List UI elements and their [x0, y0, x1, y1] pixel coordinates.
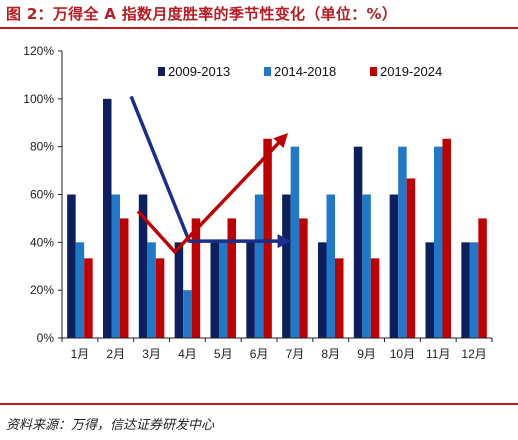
x-tick-label: 9月 [357, 347, 376, 361]
x-tick-label: 7月 [286, 347, 305, 361]
legend-label-2014-2018: 2014-2018 [274, 64, 336, 79]
bar-2019-2024-9月 [370, 258, 380, 338]
x-tick-label: 2月 [106, 347, 125, 361]
bar-2009-2013-4月 [174, 242, 184, 338]
figure-title: 图 2：万得全 A 指数月度胜率的季节性变化（单位：%） [6, 5, 398, 23]
bar-2019-2024-7月 [299, 218, 308, 338]
source-note: 资料来源：万得，信达证券研发中心 [6, 418, 215, 433]
legend-label-2009-2013: 2009-2013 [168, 64, 230, 79]
x-tick-label: 5月 [214, 347, 233, 361]
bar-2014-2018-4月 [183, 290, 192, 338]
legend-swatch-2019-2024 [370, 67, 377, 76]
bar-2009-2013-12月 [461, 242, 470, 338]
bar-2014-2018-8月 [326, 194, 335, 338]
bar-2019-2024-10月 [406, 178, 416, 338]
y-tick-label: 40% [30, 235, 54, 249]
y-tick-label: 0% [37, 331, 55, 345]
bar-2019-2024-2月 [120, 218, 129, 338]
bar-2009-2013-6月 [246, 242, 255, 338]
x-tick-label: 4月 [178, 347, 197, 361]
x-tick-label: 11月 [426, 347, 450, 361]
bar-2014-2018-2月 [111, 194, 120, 338]
bar-2014-2018-6月 [254, 194, 264, 338]
x-tick-label: 1月 [71, 347, 90, 361]
bar-2009-2013-3月 [138, 194, 148, 338]
trend-arrow-1 [129, 95, 292, 249]
bar-2009-2013-8月 [318, 242, 327, 338]
y-tick-label: 80% [30, 140, 54, 154]
bar-2019-2024-5月 [227, 218, 236, 338]
x-tick-label: 12月 [461, 347, 486, 361]
bar-2009-2013-7月 [282, 194, 291, 338]
x-tick-label: 8月 [321, 347, 340, 361]
bar-2009-2013-9月 [353, 146, 363, 338]
bar-2014-2018-5月 [219, 242, 228, 338]
legend-swatch-2009-2013 [158, 67, 165, 76]
x-tick-label: 6月 [250, 347, 269, 361]
title-rule [0, 27, 518, 29]
bar-2019-2024-11月 [442, 138, 451, 338]
bar-2014-2018-3月 [147, 242, 156, 338]
bar-2019-2024-1月 [84, 258, 93, 338]
bar-2014-2018-1月 [75, 242, 85, 338]
y-tick-label: 20% [30, 283, 54, 297]
bar-2019-2024-6月 [263, 138, 272, 338]
y-tick-label: 120% [23, 44, 54, 58]
legend-label-2019-2024: 2019-2024 [380, 64, 442, 79]
bar-2014-2018-9月 [362, 194, 371, 338]
bar-2014-2018-7月 [290, 146, 300, 338]
bar-2009-2013-10月 [389, 194, 399, 338]
legend-swatch-2014-2018 [264, 67, 271, 76]
trend-arrow-2 [136, 133, 289, 255]
bar-2019-2024-3月 [155, 258, 165, 338]
bar-2014-2018-10月 [398, 146, 407, 338]
x-tick-label: 10月 [390, 347, 415, 361]
source-rule [0, 403, 518, 405]
bar-2019-2024-8月 [335, 258, 344, 338]
bar-2009-2013-11月 [425, 242, 434, 338]
bar-2009-2013-5月 [210, 242, 219, 338]
bar-2019-2024-12月 [478, 218, 487, 338]
bar-2019-2024-4月 [191, 218, 201, 338]
bar-2014-2018-11月 [434, 146, 443, 338]
bar-2009-2013-1月 [67, 194, 76, 338]
bar-2014-2018-12月 [469, 242, 479, 338]
y-tick-label: 60% [30, 188, 54, 202]
y-tick-label: 100% [23, 92, 54, 106]
x-tick-label: 3月 [142, 347, 161, 361]
bar-2009-2013-2月 [103, 98, 112, 338]
